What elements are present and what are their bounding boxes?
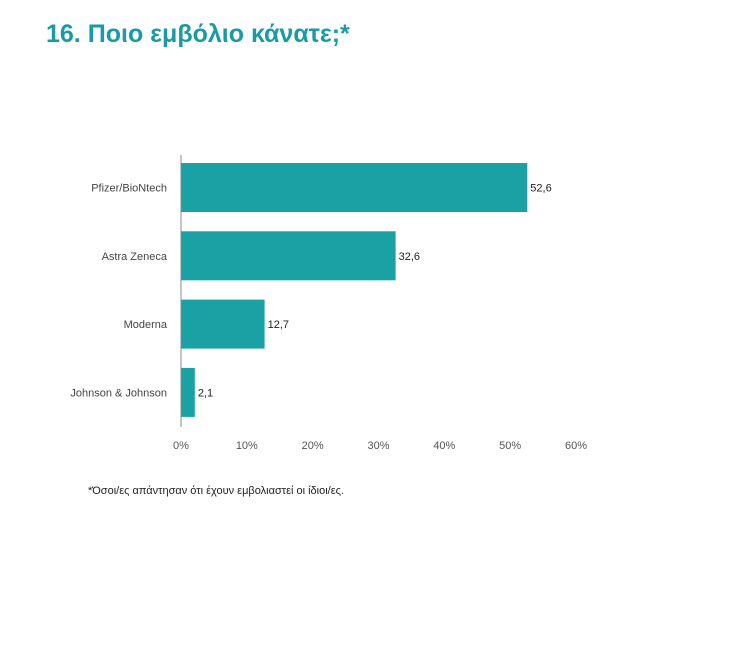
value-label-2: 12,7: [268, 319, 289, 331]
x-tick-label-0: 0%: [173, 440, 189, 452]
value-label-1: 32,6: [399, 251, 420, 263]
category-label-1: Astra Zeneca: [102, 251, 168, 263]
bar-2: [181, 299, 265, 349]
bar-0: [181, 163, 528, 212]
labels-layer: Pfizer/BioNtech 52,6 Astra Zeneca 32,6 Moder…: [70, 183, 551, 400]
footnote: *Όσοι/ες απάντησαν ότι έχουν εμβολιαστεί…: [88, 485, 344, 497]
x-tick-label-5: 50%: [499, 440, 521, 452]
category-label-3: Johnson & Johnson: [70, 387, 167, 399]
value-label-3: 2,1: [198, 387, 213, 399]
x-tick-label-2: 20%: [302, 440, 324, 452]
bar-3: [181, 367, 195, 417]
x-tick-label-3: 30%: [367, 440, 389, 452]
x-tick-label-4: 40%: [433, 440, 455, 452]
bar-1: [181, 231, 396, 281]
chart-title: 16. Ποιο εμβόλιο κάνατε;*: [46, 20, 350, 48]
x-tick-label-6: 60%: [565, 440, 587, 452]
bars-layer: [181, 163, 528, 417]
x-axis-ticks: 0% 10% 20% 30% 40% 50% 60%: [173, 440, 587, 452]
category-label-0: Pfizer/BioNtech: [91, 183, 167, 195]
category-label-2: Moderna: [124, 319, 168, 331]
value-label-0: 52,6: [530, 183, 551, 195]
x-tick-label-1: 10%: [236, 440, 258, 452]
